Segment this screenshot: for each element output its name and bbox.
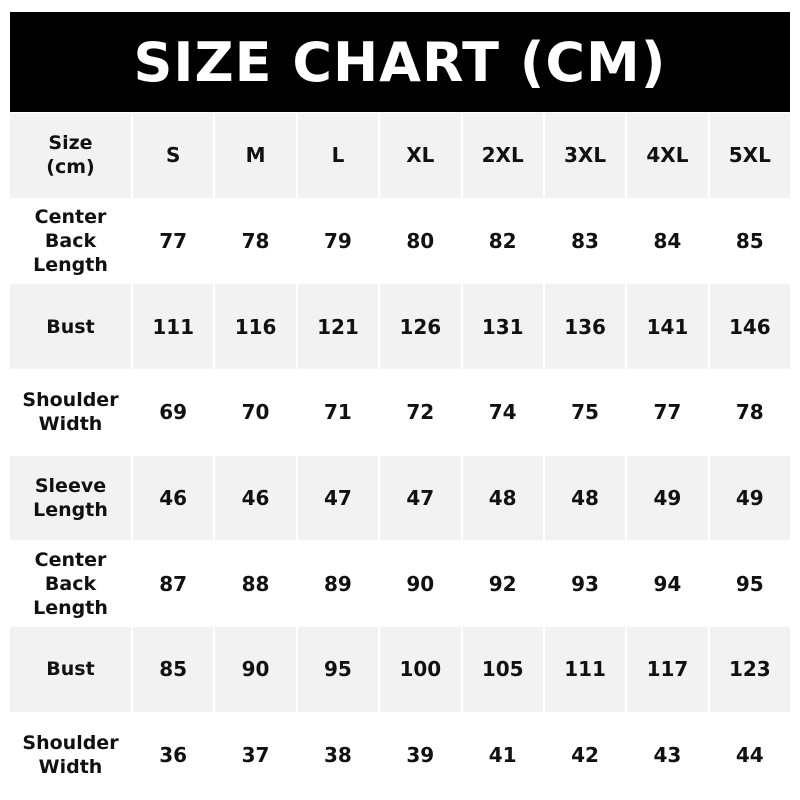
data-cell-s: 69 <box>159 400 188 425</box>
data-cell-5xl: 78 <box>735 400 764 425</box>
data-cell-s: 46 <box>133 455 214 541</box>
data-cell-3xl: 93 <box>571 571 599 596</box>
data-cell-m: 46 <box>215 455 296 541</box>
row-label: Center Back Length <box>33 548 108 619</box>
data-cell-s: 85 <box>133 627 214 712</box>
data-cell-2xl: 74 <box>488 400 517 425</box>
size-table: Size (cm) S M L XL 2XL 3XL 4XL 5XL Center Back Lengt… <box>10 113 790 798</box>
data-cell-4xl: 43 <box>653 743 682 768</box>
row-label: Shoulder Width <box>22 389 119 436</box>
column-header-xl: XL <box>380 113 461 198</box>
data-cell-3xl: 42 <box>571 743 599 768</box>
data-cell-m: 88 <box>241 571 270 596</box>
data-cell-l: 47 <box>297 455 379 541</box>
data-cell-l: 38 <box>324 743 352 768</box>
data-cell-s: 77 <box>159 229 188 254</box>
row-label: Sleeve Length <box>10 455 131 541</box>
data-cell-2xl: 82 <box>488 229 517 254</box>
data-cell-2xl: 131 <box>462 284 543 370</box>
column-header-3xl: 3XL <box>544 113 626 198</box>
column-header-2xl: 2XL <box>462 113 543 198</box>
data-cell-2xl: 92 <box>488 571 517 596</box>
data-cell-l: 71 <box>324 400 352 425</box>
column-header-4xl: 4XL <box>627 113 708 198</box>
data-cell-s: 111 <box>133 284 214 370</box>
data-cell-l: 95 <box>297 627 379 712</box>
data-cell-xl: 90 <box>406 571 435 596</box>
column-header-5xl: 5XL <box>709 113 790 198</box>
data-cell-m: 116 <box>215 284 296 370</box>
data-cell-l: 89 <box>324 571 352 596</box>
data-cell-4xl: 49 <box>627 455 708 541</box>
row-label: Bust <box>10 627 131 712</box>
data-cell-5xl: 44 <box>735 743 764 768</box>
data-cell-3xl: 111 <box>544 627 626 712</box>
data-cell-4xl: 94 <box>653 571 682 596</box>
data-cell-2xl: 41 <box>488 743 517 768</box>
data-cell-3xl: 75 <box>571 400 599 425</box>
data-cell-m: 78 <box>241 229 270 254</box>
data-cell-3xl: 83 <box>571 229 599 254</box>
chart-title: SIZE CHART (CM) <box>133 30 667 94</box>
title-bar: SIZE CHART (CM) <box>10 12 790 112</box>
data-cell-xl: 39 <box>406 743 435 768</box>
row-label: Shoulder Width <box>22 732 119 779</box>
data-cell-l: 79 <box>324 229 352 254</box>
column-header-m: M <box>215 113 296 198</box>
data-cell-m: 37 <box>241 743 270 768</box>
data-cell-4xl: 77 <box>653 400 682 425</box>
data-cell-4xl: 117 <box>627 627 708 712</box>
data-cell-s: 87 <box>159 571 188 596</box>
column-header-l: L <box>297 113 379 198</box>
row-label: Center Back Length <box>33 206 108 277</box>
data-cell-m: 90 <box>215 627 296 712</box>
data-cell-xl: 80 <box>406 229 435 254</box>
data-cell-xl: 47 <box>380 455 461 541</box>
data-cell-s: 36 <box>159 743 188 768</box>
data-cell-3xl: 48 <box>544 455 626 541</box>
data-cell-xl: 72 <box>406 400 435 425</box>
data-cell-4xl: 141 <box>627 284 708 370</box>
data-cell-5xl: 123 <box>709 627 790 712</box>
data-cell-l: 121 <box>297 284 379 370</box>
data-cell-4xl: 84 <box>653 229 682 254</box>
data-cell-m: 70 <box>241 400 270 425</box>
row-label: Bust <box>10 284 131 370</box>
data-cell-xl: 126 <box>380 284 461 370</box>
data-cell-5xl: 95 <box>735 571 764 596</box>
data-cell-5xl: 146 <box>709 284 790 370</box>
data-cell-3xl: 136 <box>544 284 626 370</box>
data-cell-5xl: 85 <box>735 229 764 254</box>
data-cell-5xl: 49 <box>709 455 790 541</box>
data-cell-xl: 100 <box>380 627 461 712</box>
column-header-s: S <box>133 113 214 198</box>
corner-header: Size (cm) <box>10 113 131 198</box>
data-cell-2xl: 105 <box>462 627 543 712</box>
data-cell-2xl: 48 <box>462 455 543 541</box>
